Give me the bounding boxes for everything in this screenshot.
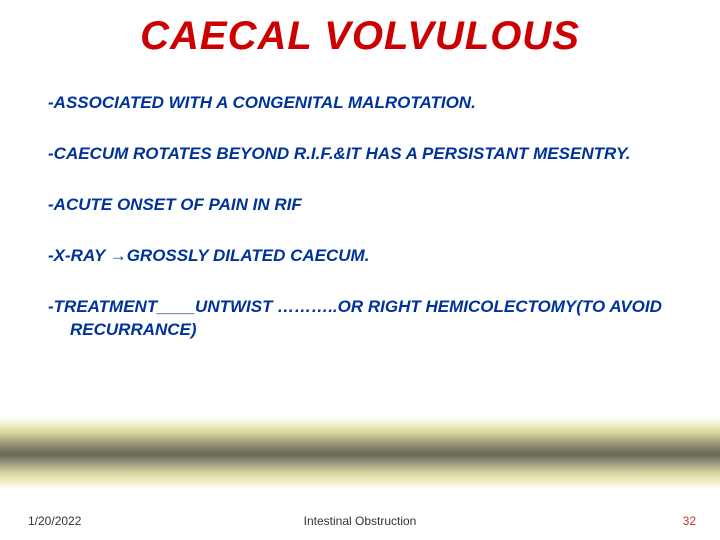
bullet-3: -ACUTE ONSET OF PAIN IN RIF <box>48 194 680 217</box>
page-number: 32 <box>683 514 696 528</box>
slide: CAECAL VOLVULOUS -ASSOCIATED WITH A CONG… <box>0 0 720 540</box>
bullet-4: -X-RAY →GROSSLY DILATED CAECUM. <box>48 245 680 268</box>
bullet-2: -CAECUM ROTATES BEYOND R.I.F.&IT HAS A P… <box>48 143 680 166</box>
footer: 1/20/2022 Intestinal Obstruction 32 <box>0 508 720 528</box>
bullet-5: -TREATMENT____UNTWIST ………..OR RIGHT HEMI… <box>48 296 680 342</box>
slide-body: -ASSOCIATED WITH A CONGENITAL MALROTATIO… <box>48 92 680 370</box>
background-gradient-strip <box>0 416 720 490</box>
slide-title: CAECAL VOLVULOUS <box>0 14 720 59</box>
bullet-1: -ASSOCIATED WITH A CONGENITAL MALROTATIO… <box>48 92 680 115</box>
footer-title: Intestinal Obstruction <box>0 514 720 528</box>
